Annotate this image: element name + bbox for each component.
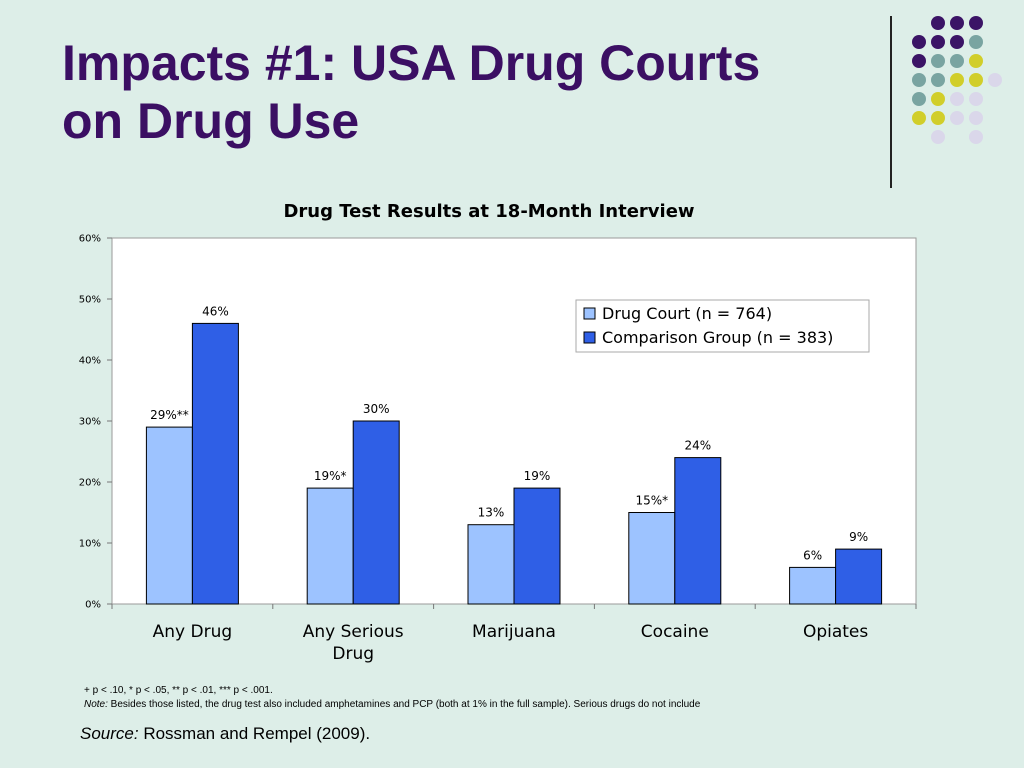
decorative-dot [969, 111, 983, 125]
bar-drug-court [145, 426, 193, 605]
bar-comparison-group [352, 420, 400, 605]
decorative-dot [912, 54, 926, 68]
x-category-label: Marijuana [472, 622, 556, 642]
bar-chart: Drug Test Results at 18-Month Interview 0… [79, 201, 917, 664]
bar-comparison-group [513, 487, 561, 605]
decorative-dot [950, 73, 964, 87]
decorative-dot [969, 54, 983, 68]
legend-swatch [583, 331, 596, 344]
decorative-dot [931, 111, 945, 125]
y-tick-label: 20% [79, 478, 101, 489]
bar-drug-court [306, 487, 354, 605]
data-label: 19%* [314, 469, 347, 483]
legend-swatch [583, 307, 596, 320]
decorative-dot-grid [912, 16, 1002, 144]
y-tick-label: 30% [79, 417, 101, 428]
bar-comparison-group [835, 548, 883, 605]
significance-note: + p < .10, * p < .05, ** p < .01, *** p … [84, 685, 273, 696]
data-label: 19% [524, 469, 551, 483]
decorative-dot [912, 111, 926, 125]
decorative-dot [931, 130, 945, 144]
y-tick-label: 10% [79, 539, 101, 550]
decorative-dot [931, 73, 945, 87]
data-label: 9% [849, 530, 868, 544]
data-label: 46% [202, 304, 229, 318]
legend-label: Drug Court (n = 764) [602, 304, 772, 323]
slide-title-line-2: on Drug Use [62, 93, 360, 149]
data-label: 29%** [150, 408, 189, 422]
data-label: 24% [684, 439, 711, 453]
bar-drug-court [789, 566, 837, 605]
x-category-label: Any Serious [303, 622, 404, 642]
decorative-dot [969, 35, 983, 49]
chart-title: Drug Test Results at 18-Month Interview [283, 201, 694, 222]
bar-comparison-group [191, 322, 239, 605]
data-label: 15%* [635, 494, 668, 508]
note-text: Besides those listed, the drug test also… [107, 699, 701, 710]
y-tick-label: 0% [85, 600, 101, 611]
x-category-label: Opiates [803, 622, 868, 642]
note-line: Note: Besides those listed, the drug tes… [84, 698, 1004, 712]
decorative-dot [931, 35, 945, 49]
footnotes: + p < .10, * p < .05, ** p < .01, *** p … [84, 684, 1004, 712]
note-label: Note: [84, 699, 108, 710]
source-citation: Source: Rossman and Rempel (2009). [80, 724, 370, 744]
decorative-dot [912, 73, 926, 87]
decorative-dot [969, 92, 983, 106]
decorative-dot [969, 73, 983, 87]
slide-title-line-1: Impacts #1: USA Drug Courts [62, 35, 761, 91]
chart-legend: Drug Court (n = 764) Comparison Group (n … [575, 299, 870, 353]
x-category-label: Any Drug [153, 622, 233, 642]
decorative-dot [969, 16, 983, 30]
data-label: 13% [478, 506, 505, 520]
decorative-dot [912, 92, 926, 106]
decorative-dot [931, 92, 945, 106]
legend-box [575, 299, 870, 353]
slide-title: Impacts #1: USA Drug Courts on Drug Use [62, 34, 882, 150]
decorative-dot [950, 111, 964, 125]
decorative-dot [912, 35, 926, 49]
x-category-label: Cocaine [641, 622, 709, 642]
y-tick-label: 40% [79, 356, 101, 367]
decorative-dot [950, 92, 964, 106]
decorative-dot [950, 54, 964, 68]
decorative-dot [931, 54, 945, 68]
x-category-label: Drug [332, 644, 374, 664]
bar-comparison-group [674, 457, 722, 605]
y-tick-label: 50% [79, 295, 101, 306]
source-text: Rossman and Rempel (2009). [138, 724, 371, 743]
decorative-dot [969, 130, 983, 144]
source-label: Source: [80, 724, 139, 743]
decorative-dot [931, 16, 945, 30]
bar-drug-court [467, 524, 515, 605]
title-divider-line [890, 16, 892, 188]
data-label: 30% [363, 402, 390, 416]
y-tick-label: 60% [79, 234, 101, 245]
data-label: 6% [803, 548, 822, 562]
legend-label: Comparison Group (n = 383) [602, 328, 833, 347]
decorative-dot [988, 73, 1002, 87]
decorative-dot [950, 16, 964, 30]
bar-drug-court [628, 512, 676, 605]
decorative-dot [950, 35, 964, 49]
